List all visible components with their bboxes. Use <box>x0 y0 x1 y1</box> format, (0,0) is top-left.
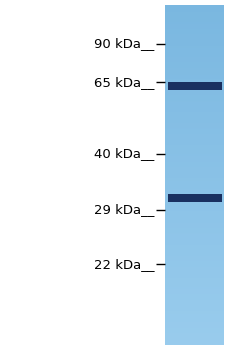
Text: 90 kDa__: 90 kDa__ <box>94 37 154 50</box>
Bar <box>168 82 222 90</box>
Text: 22 kDa__: 22 kDa__ <box>94 258 154 271</box>
Text: 40 kDa__: 40 kDa__ <box>94 147 154 161</box>
Bar <box>168 194 222 202</box>
Text: 29 kDa__: 29 kDa__ <box>94 203 154 217</box>
Text: 65 kDa__: 65 kDa__ <box>94 76 154 89</box>
